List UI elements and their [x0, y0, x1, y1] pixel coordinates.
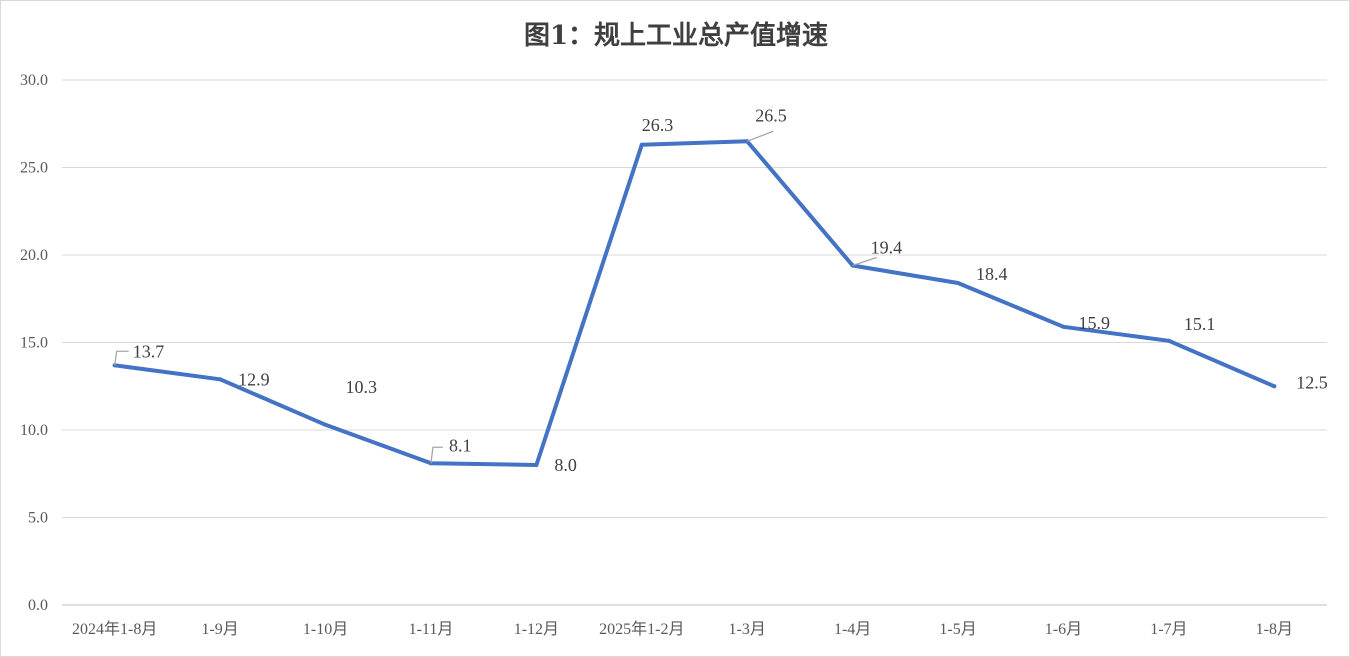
chart-title: 图1：规上工业总产值增速 [523, 21, 829, 51]
data-label: 19.4 [871, 238, 903, 258]
y-tick-label: 5.0 [28, 510, 48, 527]
data-label: 15.1 [1184, 314, 1216, 334]
y-tick-label: 0.0 [28, 597, 48, 614]
data-point [534, 463, 539, 467]
data-label: 8.0 [554, 455, 577, 475]
x-tick-label: 1-6月 [1045, 621, 1082, 638]
data-label: 18.4 [976, 264, 1008, 284]
y-tick-label: 15.0 [20, 335, 48, 352]
data-point [218, 377, 223, 382]
y-tick-label: 10.0 [20, 422, 48, 439]
data-point [639, 142, 644, 147]
data-label: 8.1 [449, 435, 472, 455]
x-tick-label: 2024年1-8月 [72, 620, 157, 638]
data-point [1272, 384, 1277, 389]
data-label-leader [430, 446, 443, 464]
data-label: 10.3 [346, 377, 378, 397]
x-tick-label: 1-4月 [834, 621, 871, 638]
x-tick-label: 1-11月 [409, 621, 454, 638]
data-label: 12.9 [238, 369, 270, 389]
data-label-leader [114, 350, 129, 366]
x-tick-label: 1-8月 [1256, 621, 1293, 638]
data-point [323, 422, 328, 427]
data-label-leader [746, 130, 774, 142]
data-point [1166, 338, 1171, 343]
series-line [112, 139, 1277, 467]
x-tick-label: 1-5月 [939, 621, 976, 638]
data-label: 26.5 [755, 105, 787, 125]
data-label: 12.5 [1296, 372, 1328, 392]
data-label: 13.7 [133, 341, 165, 361]
y-tick-label: 30.0 [20, 72, 48, 89]
data-label: 15.9 [1078, 313, 1110, 333]
x-tick-label: 1-12月 [514, 621, 559, 638]
x-tick-label: 2025年1-2月 [599, 620, 684, 638]
data-label-leader [852, 256, 877, 267]
data-point [956, 281, 961, 285]
data-point [1061, 324, 1066, 329]
y-tick-label: 25.0 [20, 160, 48, 177]
x-tick-label: 1-7月 [1150, 621, 1187, 638]
y-tick-label: 20.0 [20, 247, 48, 264]
x-tick-label: 1-3月 [729, 621, 766, 638]
x-tick-label: 1-10月 [303, 621, 348, 638]
data-label: 26.3 [642, 115, 674, 135]
x-tick-label: 1-9月 [201, 621, 238, 638]
